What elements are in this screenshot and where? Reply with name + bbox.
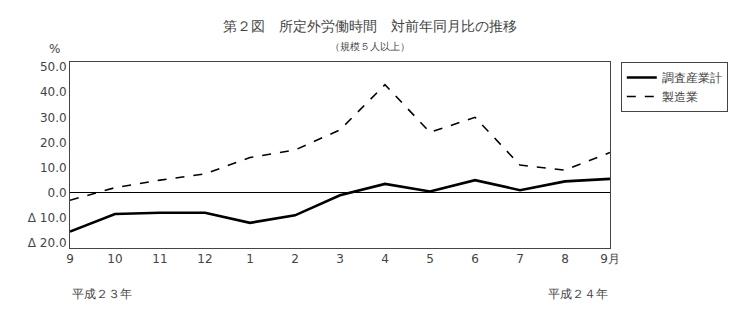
svg-text:10: 10 bbox=[107, 252, 122, 266]
svg-text:製造業: 製造業 bbox=[662, 90, 698, 104]
svg-text:調査産業計: 調査産業計 bbox=[662, 71, 722, 85]
svg-text:8: 8 bbox=[561, 252, 569, 266]
svg-text:4: 4 bbox=[381, 252, 389, 266]
svg-text:10.0: 10.0 bbox=[40, 161, 67, 175]
svg-text:3: 3 bbox=[336, 252, 344, 266]
svg-text:30.0: 30.0 bbox=[40, 111, 67, 125]
svg-text:平成２４年: 平成２４年 bbox=[548, 287, 608, 301]
svg-text:2: 2 bbox=[291, 252, 299, 266]
svg-text:1: 1 bbox=[246, 252, 254, 266]
svg-text:5: 5 bbox=[426, 252, 434, 266]
svg-text:第２図 所定外労働時間 対前年同月比の推移: 第２図 所定外労働時間 対前年同月比の推移 bbox=[223, 18, 517, 34]
svg-text:平成２３年: 平成２３年 bbox=[72, 287, 132, 301]
svg-text:%: % bbox=[49, 42, 60, 56]
svg-text:Δ 10.0: Δ 10.0 bbox=[28, 211, 67, 225]
svg-text:Δ 20.0: Δ 20.0 bbox=[28, 236, 67, 250]
svg-text:12: 12 bbox=[197, 252, 212, 266]
svg-text:50.0: 50.0 bbox=[40, 60, 67, 74]
svg-text:20.0: 20.0 bbox=[40, 136, 67, 150]
svg-text:7: 7 bbox=[516, 252, 524, 266]
svg-text:（規模５人以上）: （規模５人以上） bbox=[330, 41, 410, 52]
svg-text:9月: 9月 bbox=[600, 252, 620, 266]
svg-text:40.0: 40.0 bbox=[40, 85, 67, 99]
svg-text:9: 9 bbox=[66, 252, 74, 266]
svg-text:11: 11 bbox=[152, 252, 167, 266]
svg-text:0.0: 0.0 bbox=[48, 186, 67, 200]
svg-text:6: 6 bbox=[471, 252, 479, 266]
